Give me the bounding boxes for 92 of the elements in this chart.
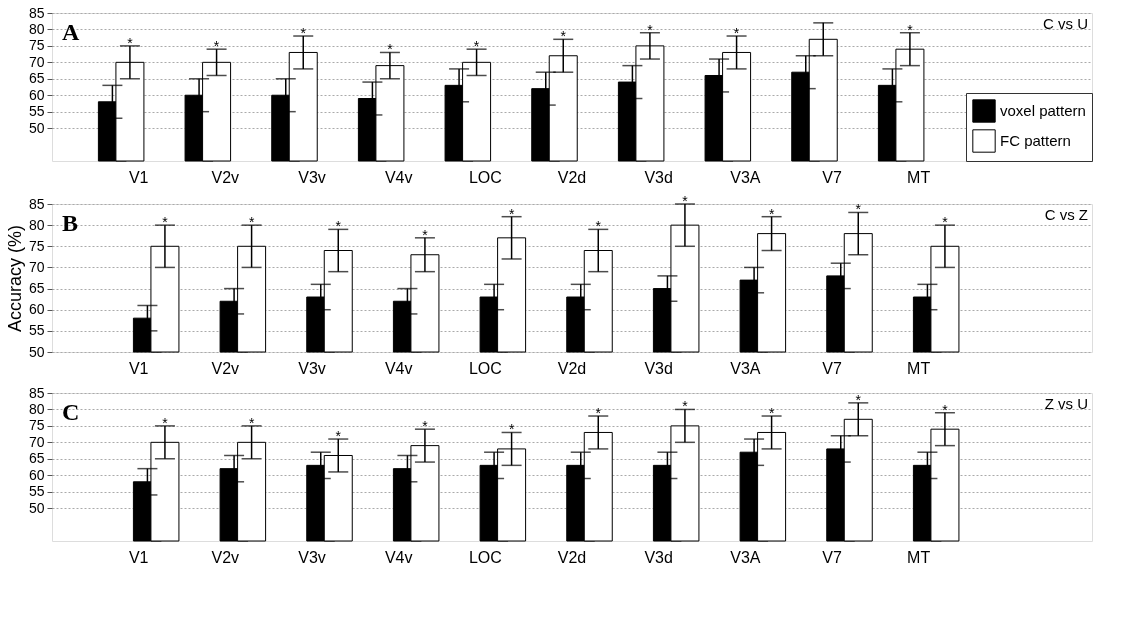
x-tick-label: V4v	[384, 359, 413, 377]
x-tick-label: LOC	[468, 548, 502, 566]
annotation: *	[907, 21, 914, 38]
x-tick-label: V2v	[211, 168, 240, 186]
x-tick-label: V1	[128, 168, 149, 186]
x-tick-label: MT	[907, 359, 931, 377]
x-tick-label: V7	[822, 168, 842, 186]
annotation: *	[422, 418, 429, 435]
annotation: *	[855, 201, 862, 218]
x-tick-label: MT	[907, 168, 931, 186]
y-tick-label: 80	[28, 216, 45, 233]
annotation: *	[942, 401, 949, 418]
annotation: *	[855, 391, 862, 408]
y-tick-label: 60	[28, 301, 45, 318]
annotation: *	[595, 218, 602, 235]
x-tick-label: V2v	[211, 548, 240, 566]
annotation: *	[162, 414, 169, 431]
x-tick-label: V2d	[557, 168, 587, 186]
y-tick-label: 85	[28, 195, 45, 212]
x-tick-label: V3d	[644, 168, 673, 186]
y-tick-label: 75	[28, 37, 45, 54]
legend-label: voxel pattern	[1000, 102, 1086, 119]
x-tick-label: V2d	[557, 359, 587, 377]
y-tick-label: 55	[28, 322, 45, 339]
annotation: *	[335, 218, 342, 235]
x-tick-label: V2d	[557, 548, 587, 566]
annotation: *	[768, 405, 775, 422]
x-tick-label: V2v	[211, 359, 240, 377]
legend-label: FC pattern	[1000, 132, 1071, 149]
text: Z vs U	[1044, 395, 1088, 412]
annotation: *	[508, 205, 515, 222]
x-tick-label: MT	[907, 548, 931, 566]
text: A	[62, 19, 80, 45]
y-tick-label: 85	[28, 384, 45, 401]
annotation: *	[647, 21, 654, 38]
x-tick-label: V7	[822, 548, 842, 566]
annotation: *	[682, 193, 689, 209]
y-tick-label: 65	[28, 70, 45, 87]
x-tick-label: V3d	[644, 548, 673, 566]
text: C vs Z	[1044, 206, 1088, 223]
annotation: *	[248, 414, 255, 431]
annotation: *	[300, 25, 307, 42]
y-tick-label: 60	[28, 466, 45, 483]
y-tick-label: 65	[28, 280, 45, 297]
annotation: *	[335, 428, 342, 445]
x-tick-label: V3A	[730, 359, 761, 377]
y-tick-label: 70	[28, 433, 45, 450]
y-axis-title: Accuracy (%)	[4, 224, 25, 333]
annotation: *	[595, 405, 602, 422]
x-tick-label: V3A	[730, 168, 761, 186]
y-tick-label: 75	[28, 237, 45, 254]
text: C	[62, 399, 80, 425]
x-tick-label: V4v	[384, 548, 413, 566]
y-tick-label: 55	[28, 103, 45, 120]
annotation: *	[213, 38, 220, 55]
y-tick-label: 70	[28, 53, 45, 70]
x-tick-label: V3v	[298, 168, 326, 186]
annotation: *	[682, 398, 689, 415]
x-tick-label: V3v	[298, 359, 326, 377]
x-tick-label: V7	[822, 359, 842, 377]
annotation: *	[248, 214, 255, 231]
annotation: *	[422, 226, 429, 243]
y-tick-label: 85	[28, 4, 45, 21]
y-tick-label: 50	[28, 499, 45, 516]
x-tick-label: V4v	[384, 168, 413, 186]
annotation: *	[127, 34, 134, 51]
y-tick-label: 80	[28, 400, 45, 417]
y-tick-label: 65	[28, 450, 45, 467]
x-tick-label: V3A	[730, 548, 761, 566]
x-tick-label: LOC	[468, 359, 502, 377]
x-tick-label: LOC	[468, 168, 502, 186]
x-tick-label: V1	[128, 548, 149, 566]
annotation: *	[942, 214, 949, 231]
annotation: *	[508, 421, 515, 438]
y-tick-label: 75	[28, 417, 45, 434]
annotation: *	[768, 205, 775, 222]
x-tick-label: V1	[128, 359, 149, 377]
y-tick-label: 50	[28, 119, 45, 136]
text: B	[62, 210, 79, 236]
annotation: *	[473, 38, 480, 55]
annotation: *	[162, 214, 169, 231]
y-tick-label: 50	[28, 343, 45, 360]
annotation: *	[387, 41, 394, 58]
x-tick-label: V3d	[644, 359, 673, 377]
annotation: *	[560, 28, 567, 45]
annotation: *	[733, 25, 740, 42]
y-tick-label: 80	[28, 20, 45, 37]
x-tick-label: V3v	[298, 548, 326, 566]
text: C vs U	[1043, 15, 1088, 32]
y-tick-label: 55	[28, 483, 45, 500]
y-tick-label: 60	[28, 86, 45, 103]
y-tick-label: 70	[28, 258, 45, 275]
